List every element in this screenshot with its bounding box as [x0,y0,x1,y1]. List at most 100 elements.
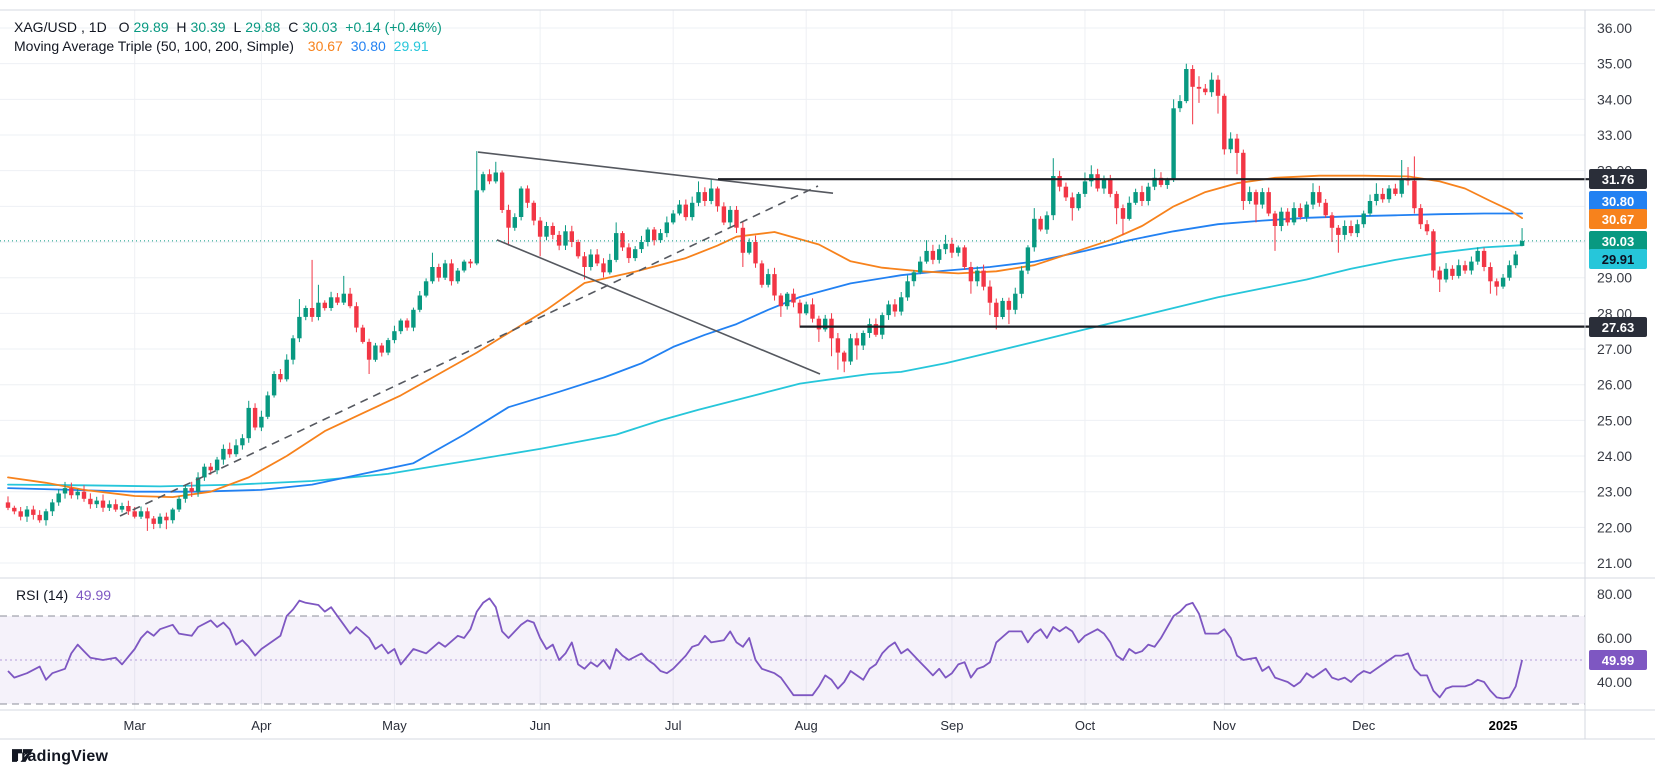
candle-down [1215,79,1221,96]
candle-down [753,242,758,264]
trendline[interactable] [477,151,834,194]
candle-down [1070,197,1075,209]
candle-up [442,263,448,278]
candle-up [1000,300,1005,317]
candle-down [575,242,581,257]
candle-down [1063,186,1069,198]
tradingview-logo[interactable]: TradingView [12,748,108,766]
candle-up [221,448,226,460]
open-value: 29.89 [133,19,169,35]
time-axis-label: Oct [1075,718,1096,733]
candle-up [1519,240,1525,246]
ma-legend-row[interactable]: Moving Average Triple (50, 100, 200, Sim… [14,38,433,54]
change-value: +0.14 (+0.46%) [345,19,442,35]
price-axis-label: 25.00 [1597,412,1632,428]
candle-up [411,309,416,328]
axis-badge [1589,191,1647,211]
open-label: O [118,19,130,35]
ma100-line [7,212,1523,493]
rsi-value: 49.99 [76,587,112,603]
low-label: L [233,19,242,35]
time-axis-label: May [382,718,407,733]
candle-up [696,192,701,203]
candle-up [645,229,650,242]
time-axis-label: Dec [1352,718,1376,733]
high-label: H [176,19,187,35]
candle-down [930,250,936,260]
rsi-axis-label: 60.00 [1597,630,1632,646]
close-label: C [288,19,299,35]
price-axis-label: 29.00 [1597,270,1632,286]
candle-up [417,295,422,310]
rsi-legend-row[interactable]: RSI (14) 49.99 [16,587,115,603]
candle-down [1114,193,1119,209]
candle-down [1336,227,1341,235]
candle-down [1424,224,1430,232]
candle-up [107,504,112,508]
candle-up [1165,179,1170,185]
price-axis-label: 27.00 [1597,341,1632,357]
axis-badge-text: 29.91 [1602,252,1635,267]
symbol-legend-row[interactable]: XAG/USD, 1D O 29.89 H 30.39 L 29.88 C 30.03 … [14,19,446,35]
candle-down [347,293,353,307]
candle-up [1051,176,1056,216]
candle-down [227,448,232,455]
candle-up [766,274,771,285]
candle-down [1380,193,1385,200]
axis-badge-text: 30.67 [1602,212,1635,227]
candle-down [360,327,365,342]
candle-up [607,259,612,273]
candle-down [778,295,784,307]
candle-down [69,488,74,496]
candle-up [385,340,391,353]
price-scale[interactable] [1585,10,1655,739]
candle-down [810,304,815,319]
candle-up [43,511,49,521]
candle-up [1475,250,1480,262]
candle-down [1108,179,1113,194]
candle-down [1203,88,1208,93]
trendline[interactable] [496,239,821,375]
time-scale[interactable] [0,710,1585,739]
trendline-dashed[interactable] [119,185,819,517]
candle-up [937,249,942,260]
candle-up [677,204,682,214]
candle-up [176,498,182,510]
candle-down [1139,192,1145,201]
low-value: 29.88 [245,19,281,35]
candle-down [962,247,967,267]
candle-up [493,172,498,182]
candle-up [861,333,866,346]
candle-down [18,511,23,517]
axis-badge-text: 30.80 [1602,194,1635,209]
candle-up [518,188,524,217]
candle-down [1437,270,1442,280]
price-axis-label: 24.00 [1597,448,1632,464]
candle-up [284,359,289,380]
candle-down [487,174,492,182]
candle-down [740,227,746,253]
candles-layer [5,63,1525,531]
candle-down [652,229,657,241]
candle-up [886,304,891,316]
candle-up [658,233,663,241]
time-axis-label: Mar [124,718,147,733]
candle-up [297,316,302,339]
tradingview-logo-text: TradingView [12,748,109,765]
candle-up [563,231,568,246]
candle-down [683,204,688,218]
candle-up [1127,202,1132,219]
rsi-pane[interactable] [0,578,1585,710]
candle-down [1431,231,1436,271]
axis-badge-text: 49.99 [1602,653,1635,668]
candle-up [1260,192,1265,205]
candle-up [259,416,264,428]
candle-down [164,516,169,521]
candle-down [145,511,150,519]
candle-up [195,477,201,492]
candle-up [823,318,828,330]
candle-up [170,509,175,521]
price-axis-label: 23.00 [1597,484,1632,500]
axis-badge [1589,317,1647,337]
